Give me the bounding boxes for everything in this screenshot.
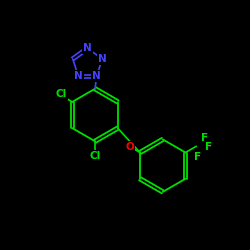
- Text: F: F: [205, 142, 212, 152]
- Text: O: O: [126, 142, 135, 152]
- Text: N: N: [83, 43, 92, 53]
- Text: F: F: [202, 132, 208, 142]
- Text: F: F: [194, 152, 201, 162]
- Text: N: N: [98, 54, 106, 64]
- Text: Cl: Cl: [90, 151, 101, 161]
- Text: N: N: [74, 71, 83, 81]
- Text: Cl: Cl: [56, 90, 67, 100]
- Text: N: N: [92, 71, 101, 81]
